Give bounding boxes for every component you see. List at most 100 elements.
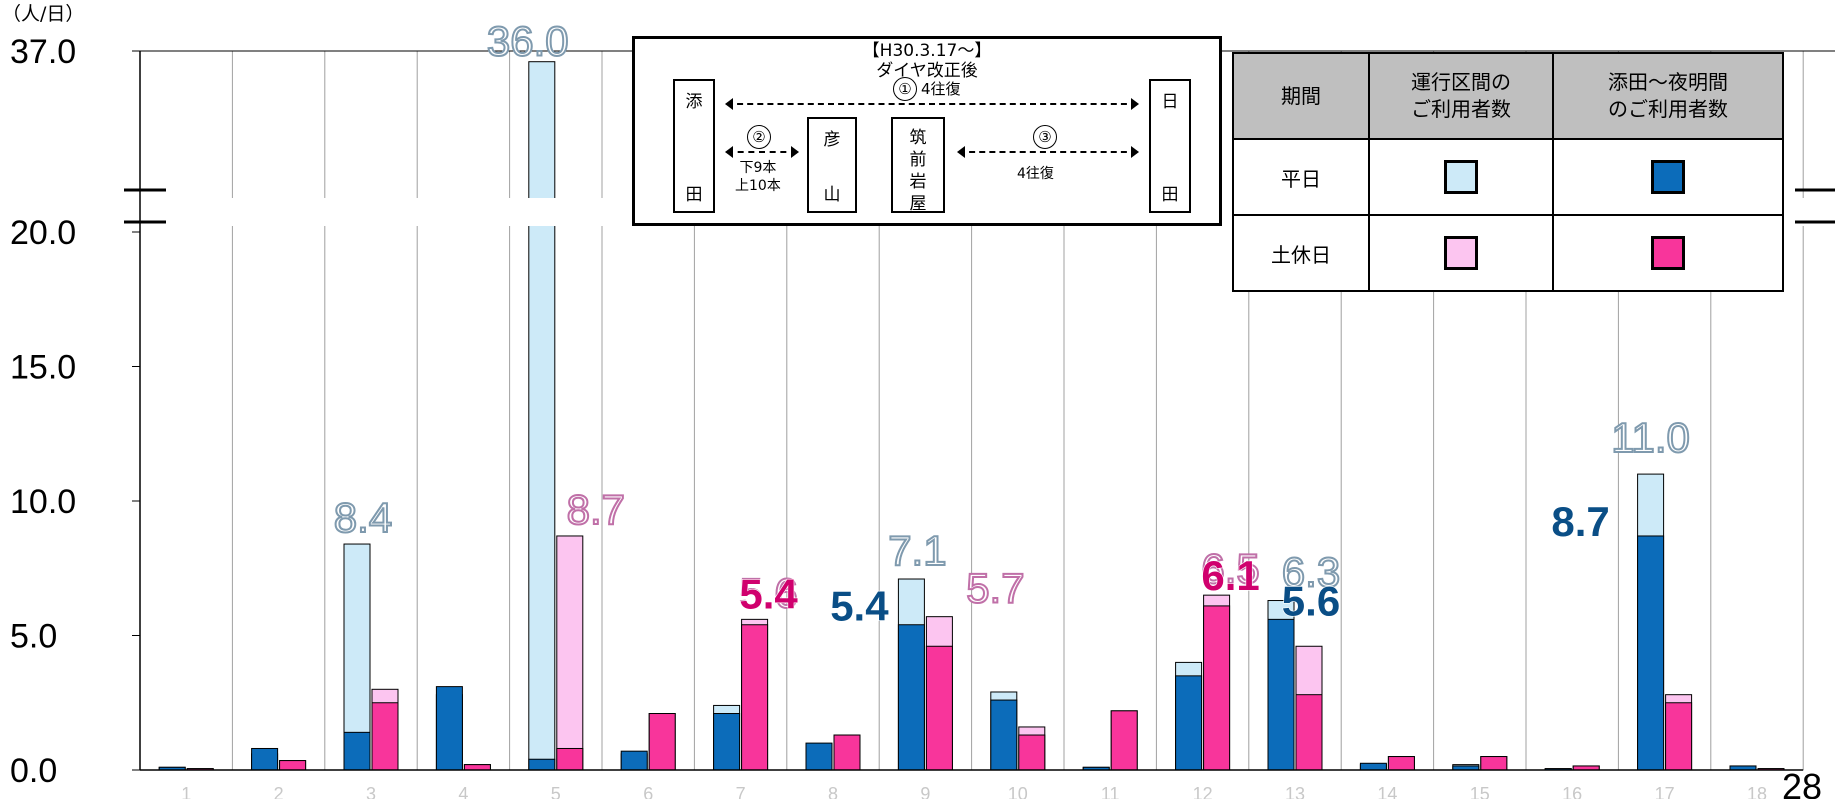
- station-hita-top: 日: [1161, 92, 1179, 112]
- route-1-arrow: [725, 98, 1139, 110]
- diagram-title-line2: ダイヤ改正後: [876, 61, 978, 81]
- data-label-8: 6.5: [1201, 545, 1259, 592]
- x-tick-10: 10: [1008, 784, 1028, 799]
- bar-s1-c8: [805, 742, 833, 771]
- station-chikuzen-l4: 屋: [909, 194, 927, 214]
- station-hikosan: 彦 山: [807, 117, 857, 213]
- bar-s3-c8: [833, 734, 861, 771]
- y-tick-10.0: 10.0: [10, 483, 76, 521]
- x-tick-7: 7: [736, 784, 746, 799]
- station-soeda-top: 添: [685, 92, 703, 112]
- y-tick-15.0: 15.0: [10, 349, 76, 387]
- diagram-title-line1: 【H30.3.17～】: [862, 41, 992, 61]
- bar-s3-c11: [1110, 710, 1138, 771]
- station-hita-bottom: 田: [1161, 185, 1179, 205]
- data-label-10: 6.3: [1282, 549, 1340, 596]
- route-2-arrow: [725, 146, 799, 158]
- data-label-13: 8.7: [1551, 498, 1609, 545]
- legend-header-operating: 運行区間の ご利用者数: [1368, 52, 1554, 140]
- data-label-0: 8.4: [334, 494, 392, 541]
- bar-s3-c2: [279, 760, 307, 771]
- data-label-2: 8.7: [567, 486, 625, 533]
- bar-s1-c3: [343, 731, 371, 771]
- x-tick-6: 6: [643, 784, 653, 799]
- bar-s3-c15: [1480, 756, 1508, 771]
- route-2-label: 下9本 上10本: [735, 160, 781, 194]
- bar-s2-c5: [556, 535, 584, 771]
- station-hita: 日 田: [1149, 79, 1191, 213]
- legend-swatch-weekday-section: [1552, 138, 1784, 216]
- x-tick-3: 3: [366, 784, 376, 799]
- legend-table: 期間 運行区間の ご利用者数 添田～夜明間 のご利用者数 平日 土休日: [1232, 52, 1784, 292]
- bar-s1-c7: [713, 713, 741, 771]
- data-label-11: 5.6: [1282, 577, 1340, 624]
- data-label-6: 5.4: [830, 583, 889, 630]
- bar-s3-c6: [648, 713, 676, 771]
- x-tick-labels: 1 2 3 4 5 6 7 8 9 10 11 12 13 14 15 16 17 18: [181, 784, 1767, 799]
- x-tick-4: 4: [458, 784, 468, 799]
- x-tick-18: 18: [1747, 784, 1767, 799]
- data-label-1: 36.0: [487, 18, 569, 65]
- station-chikuzen-l2: 前: [909, 150, 927, 170]
- x-tick-11: 11: [1101, 784, 1120, 799]
- x-tick-2: 2: [274, 784, 284, 799]
- y-tick-0.0: 0.0: [10, 752, 57, 790]
- x-tick-1: 1: [181, 784, 191, 799]
- bar-s1-c14: [1359, 762, 1387, 771]
- data-label-4: 5.4: [739, 571, 798, 618]
- bar-s3-c12: [1203, 605, 1231, 771]
- route-2-num: ②: [747, 125, 775, 149]
- legend-header-period: 期間: [1232, 52, 1370, 140]
- bar-s3-c17: [1665, 702, 1693, 771]
- bar-s3-c3: [371, 702, 399, 771]
- station-chikuzen-iwaya: 筑 前 岩 屋: [891, 117, 945, 214]
- y-tick-labels: 0.0 5.0 10.0 15.0 20.0 37.0: [10, 33, 140, 790]
- bar-s1-c2: [251, 747, 279, 771]
- bar-s0-c5: [528, 61, 556, 771]
- legend-row-holiday: 土休日: [1232, 214, 1370, 292]
- y-tick-37.0: 37.0: [10, 33, 76, 71]
- y-tick-5.0: 5.0: [10, 618, 57, 656]
- x-tick-15: 15: [1470, 784, 1490, 799]
- x-tick-13: 13: [1285, 784, 1305, 799]
- route-3-num: ③: [1033, 125, 1061, 149]
- station-chikuzen-l3: 岩: [909, 172, 927, 192]
- bars: [158, 61, 1785, 771]
- bar-s1-c5: [528, 758, 556, 771]
- x-tick-16: 16: [1562, 784, 1582, 799]
- route-3-label: 4往復: [1017, 166, 1054, 182]
- station-soeda-bottom: 田: [685, 185, 703, 205]
- bar-s3-c5: [556, 747, 584, 771]
- bar-s3-c9: [925, 645, 953, 771]
- data-label-3: 5.6: [739, 569, 797, 616]
- bar-s1-c10: [990, 699, 1018, 771]
- bar-s1-c12: [1175, 675, 1203, 771]
- data-labels: 8.436.08.75.65.47.15.4 5.7 6.56.1 6.35.611.…: [333, 17, 1691, 631]
- bar-s1-c9: [897, 624, 925, 771]
- bar-s1-c6: [620, 750, 648, 771]
- bar-s3-c14: [1387, 756, 1415, 771]
- bar-s1-c17: [1637, 535, 1665, 771]
- station-hikosan-bottom: 山: [823, 185, 841, 205]
- x-tick-9: 9: [920, 784, 930, 799]
- x-tick-17: 17: [1655, 784, 1675, 799]
- bar-s1-c13: [1267, 618, 1295, 771]
- y-tick-20.0: 20.0: [10, 214, 76, 252]
- y-unit-label: （人/日）: [2, 3, 84, 25]
- data-label-12: 11.0: [1611, 414, 1690, 461]
- legend-header-section: 添田～夜明間 のご利用者数: [1552, 52, 1784, 140]
- bar-s3-c7: [741, 624, 769, 771]
- station-hikosan-top: 彦: [823, 130, 841, 150]
- legend-swatch-weekday-operating: [1368, 138, 1554, 216]
- legend-swatch-holiday-section: [1552, 214, 1784, 292]
- data-label-9: 6.1: [1201, 552, 1259, 599]
- route-diagram: 【H30.3.17～】 ダイヤ改正後 添 田 彦 山 筑 前 岩 屋 日 田 ①…: [632, 36, 1222, 226]
- bar-s3-c4: [463, 764, 491, 771]
- bar-s3-c13: [1295, 694, 1323, 771]
- x-tick-14: 14: [1377, 784, 1397, 799]
- x-tick-5: 5: [551, 784, 561, 799]
- route-1-label: ① 4往復: [893, 77, 961, 101]
- data-label-5: 7.1: [888, 527, 946, 574]
- x-tick-12: 12: [1193, 784, 1213, 799]
